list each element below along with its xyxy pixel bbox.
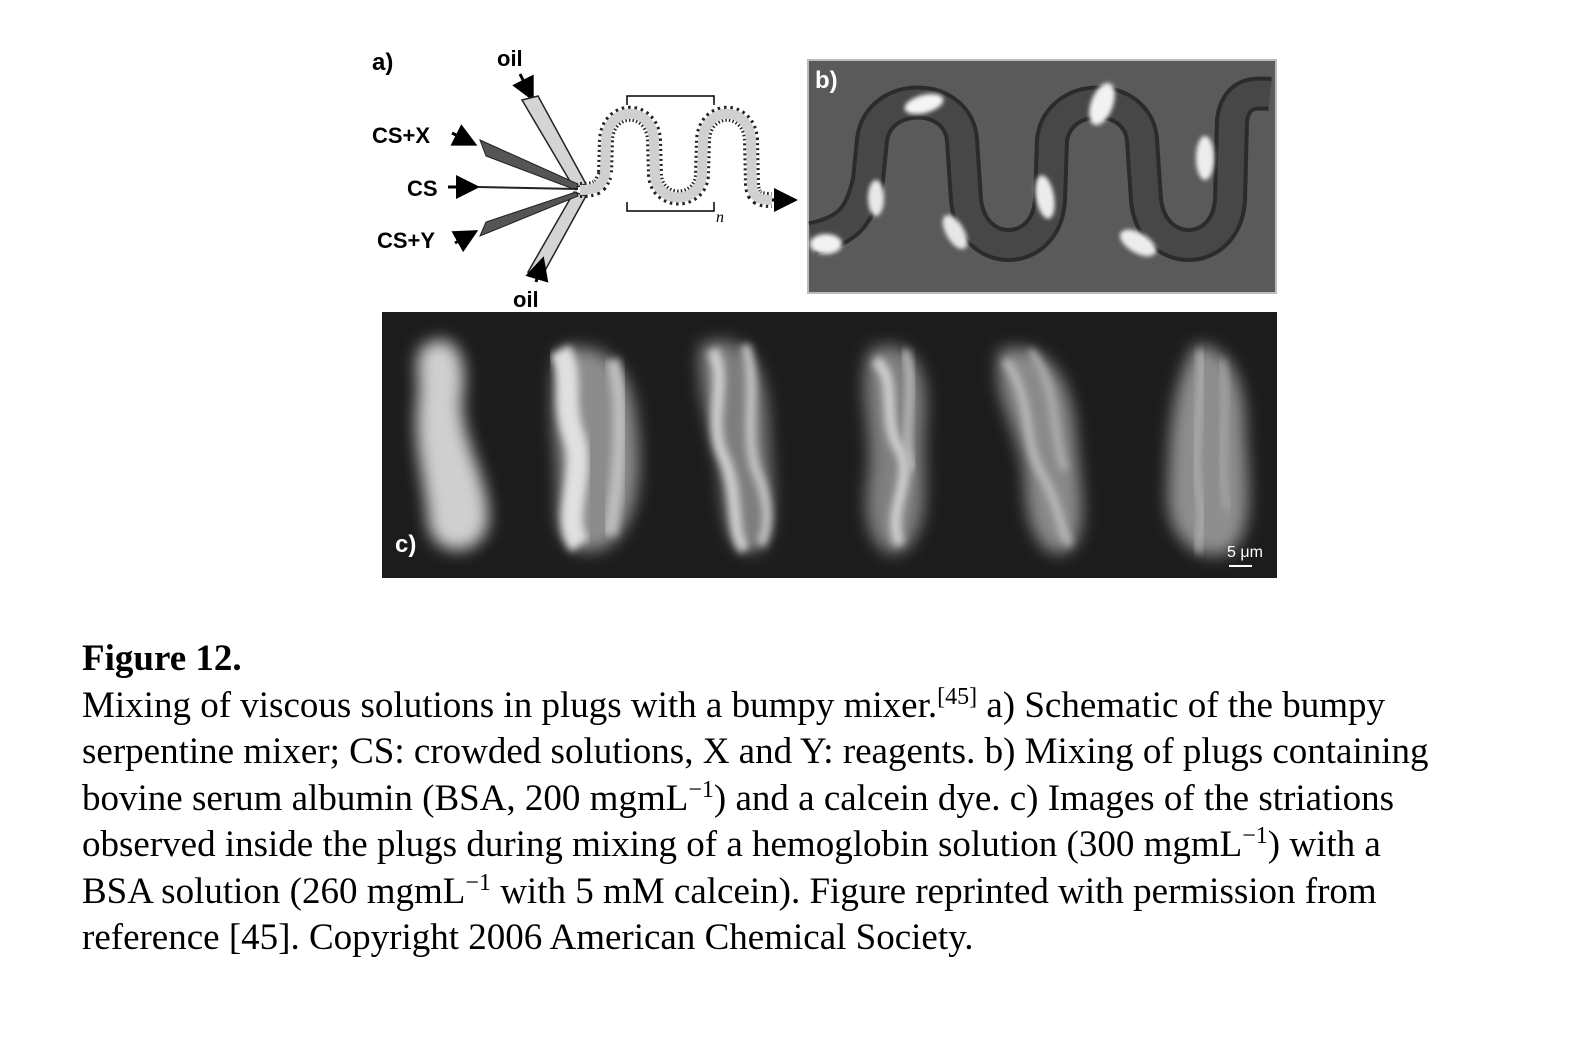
cs-x-channel xyxy=(479,139,579,191)
striation-frame-1 xyxy=(416,340,489,550)
caption-line-3: bovine serum albumin (BSA, 200 mgmL−1) a… xyxy=(82,776,1562,823)
caption-text: BSA solution (260 mgmL xyxy=(82,870,466,912)
cs-x-arrow-icon xyxy=(450,124,478,146)
cs-y-label: CS+Y xyxy=(377,228,435,253)
oil-bottom-arrow-icon xyxy=(525,256,549,283)
scale-bar-label: 5 μm xyxy=(1227,544,1263,561)
striation-frame-6 xyxy=(1167,345,1249,556)
unit-exponent: −1 xyxy=(465,869,491,896)
cs-y-arrow-icon xyxy=(451,230,479,253)
striation-frame-4 xyxy=(864,345,926,554)
repeat-bracket-top xyxy=(626,95,715,105)
plug xyxy=(1089,82,1115,126)
panel-c-striations: c) 5 μm xyxy=(382,312,1277,578)
cs-x-label: CS+X xyxy=(372,123,430,148)
caption-line-4: observed inside the plugs during mixing … xyxy=(82,822,1562,869)
oil-top-label: oil xyxy=(497,46,523,71)
caption-text: Mixing of viscous solutions in plugs wit… xyxy=(82,684,938,726)
panel-b-micrograph: b) xyxy=(807,59,1277,294)
caption-line-2: serpentine mixer; CS: crowded solutions,… xyxy=(82,731,1429,772)
caption-text: ) and a calcein dye. c) Images of the st… xyxy=(713,777,1395,819)
oil-top-arrow-icon xyxy=(512,73,534,102)
plug xyxy=(1035,175,1055,219)
plug xyxy=(1196,136,1214,180)
caption-line-1: Mixing of viscous solutions in plugs wit… xyxy=(82,683,1562,730)
plug xyxy=(1119,229,1157,257)
panel-b-label: b) xyxy=(815,67,838,94)
caption-text: bovine serum albumin (BSA, 200 mgmL xyxy=(82,777,689,819)
repeat-n-label: n xyxy=(716,209,724,226)
caption-text: a) Schematic of the bumpy xyxy=(977,684,1386,726)
caption-line-6: reference [45]. Copyright 2006 American … xyxy=(82,917,974,958)
reference-superscript: [45] xyxy=(937,683,978,710)
panel-a-label: a) xyxy=(372,49,393,76)
panel-c-label: c) xyxy=(395,531,416,558)
striation-frame-3 xyxy=(699,340,773,554)
caption-text: observed inside the plugs during mixing … xyxy=(82,824,1243,865)
oil-bottom-label: oil xyxy=(513,287,539,312)
striation-frame-2 xyxy=(549,345,639,552)
cs-y-channel xyxy=(479,191,579,237)
bumpy-serpentine-channel xyxy=(579,108,773,205)
caption-text: ) with a xyxy=(1267,824,1381,865)
plug xyxy=(868,180,884,216)
caption-title: Figure 12. xyxy=(82,638,242,679)
panel-c-frame xyxy=(382,312,1277,578)
unit-exponent: −1 xyxy=(1242,823,1268,849)
caption-text: with 5 mM calcein). Figure reprinted wit… xyxy=(490,870,1377,912)
unit-exponent: −1 xyxy=(688,776,714,803)
repeat-bracket-bottom xyxy=(626,202,715,212)
cs-label: CS xyxy=(407,176,438,201)
plug xyxy=(810,234,842,254)
figure-caption: Figure 12. Mixing of viscous solutions i… xyxy=(82,636,1562,962)
striation-frame-5 xyxy=(998,347,1082,554)
plug xyxy=(942,214,968,250)
plug xyxy=(904,93,944,115)
cs-channel xyxy=(477,186,579,190)
caption-line-5: BSA solution (260 mgmL−1 with 5 mM calce… xyxy=(82,869,1562,916)
panel-a-schematic: a) oil CS+X CS CS+Y n oi xyxy=(372,46,798,312)
figure-12: a) oil CS+X CS CS+Y n oi xyxy=(372,46,1277,578)
